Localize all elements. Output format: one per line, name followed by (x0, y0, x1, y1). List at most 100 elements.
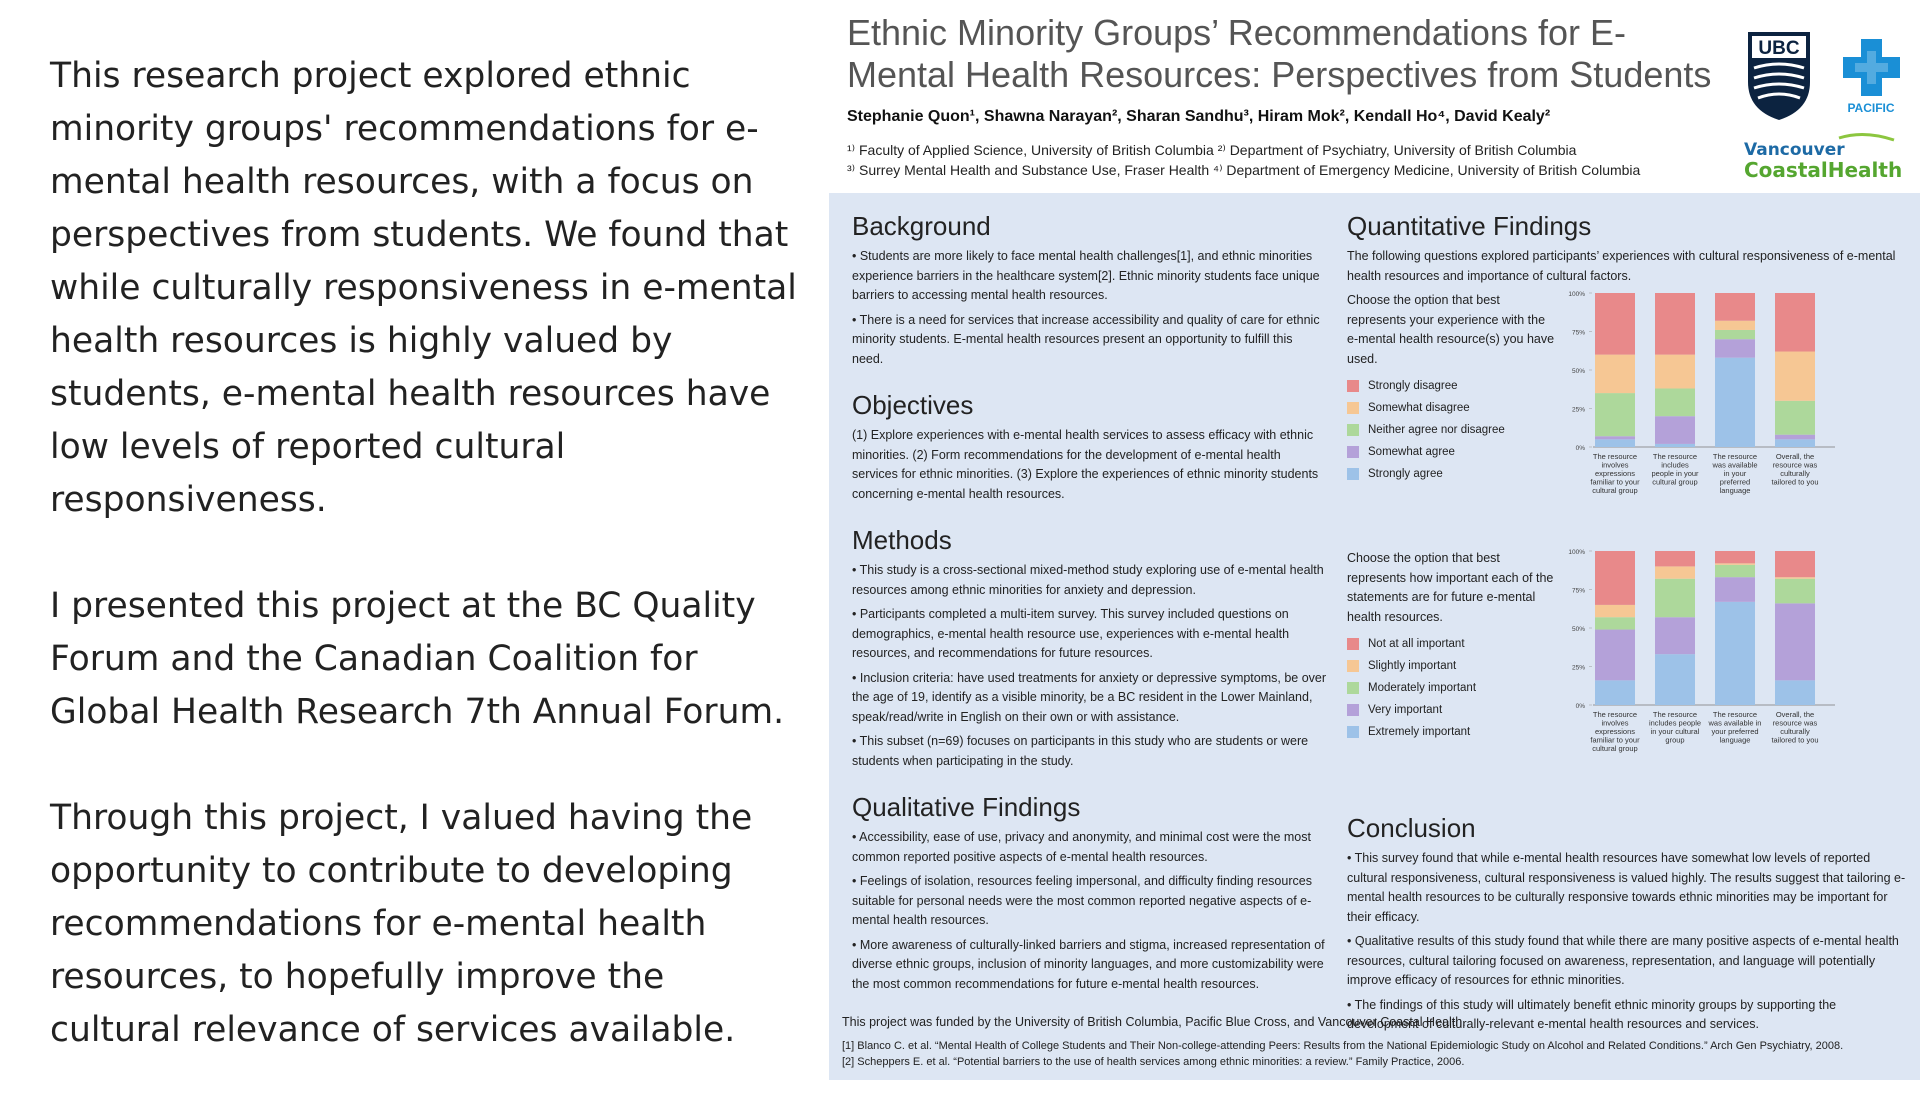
bar-segment (1775, 439, 1815, 447)
x-tick-label: cultural group (1592, 744, 1637, 753)
legend-label: Strongly agree (1368, 468, 1443, 480)
conclusion-bullet-1: • This survey found that while e-mental … (1347, 851, 1906, 924)
x-tick-label: was available (1711, 461, 1757, 470)
methods-bullet-2: • Participants completed a multi-item su… (852, 607, 1290, 660)
bar-segment (1655, 551, 1695, 567)
legend-item: Strongly agree (1347, 463, 1505, 485)
bar-segment (1715, 563, 1755, 565)
bar-segment (1595, 393, 1635, 437)
bar-segment (1655, 578, 1695, 618)
poster-body: Background • Students are more likely to… (829, 193, 1920, 1080)
y-tick-label: 100% (1568, 291, 1585, 298)
legend-label: Not at all important (1368, 638, 1465, 650)
legend-item: Extremely important (1347, 721, 1476, 743)
bar-segment (1595, 436, 1635, 440)
x-tick-label: The resource (1713, 710, 1757, 719)
qualitative-bullet-2: • Feelings of isolation, resources feeli… (852, 874, 1312, 927)
objectives-heading: Objectives (852, 390, 974, 420)
legend-item: Not at all important (1347, 633, 1476, 655)
x-tick-label: resource was (1773, 461, 1818, 470)
legend-label: Extremely important (1368, 726, 1471, 738)
x-tick-label: culturally (1780, 469, 1810, 478)
poster-right-column: Quantitative Findings The following ques… (1347, 211, 1907, 1040)
bar-segment (1595, 439, 1635, 447)
legend-swatch (1347, 638, 1359, 650)
chart-2-legend: Not at all important Slightly important Mo… (1347, 633, 1476, 743)
chart-2-importance: 0%25%50%75%100%The resourceinvolvesexpre… (1568, 549, 1835, 753)
x-tick-label: expressions (1595, 727, 1635, 736)
bar-segment (1715, 577, 1755, 602)
background-bullet-2: • There is a need for services that incr… (852, 312, 1320, 366)
bar-segment (1715, 551, 1755, 564)
legend-swatch (1347, 424, 1359, 436)
legend-swatch (1347, 380, 1359, 392)
bar-segment (1655, 443, 1695, 447)
x-tick-label: your preferred (1711, 727, 1758, 736)
x-tick-label: tailored to you (1771, 478, 1818, 487)
y-tick-label: 0% (1576, 703, 1586, 710)
bar-segment (1595, 617, 1635, 630)
research-poster: Ethnic Minority Groups’ Recommendations … (829, 0, 1920, 1080)
x-tick-label: language (1720, 736, 1751, 745)
legend-label: Neither agree nor disagree (1368, 424, 1505, 436)
background-heading: Background (852, 211, 991, 241)
bar-segment (1595, 680, 1635, 705)
y-tick-label: 0% (1576, 445, 1586, 452)
y-tick-label: 75% (1572, 588, 1585, 595)
vch-logo-text-2: CoastalHealth (1744, 158, 1902, 182)
poster-authors: Stephanie Quon¹, Shawna Narayan², Sharan… (847, 108, 1551, 125)
bar-segment (1775, 578, 1815, 604)
chart-block-2: Choose the option that best represents h… (1347, 549, 1907, 811)
quantitative-intro: The following questions explored partici… (1347, 249, 1896, 283)
legend-swatch (1347, 660, 1359, 672)
bar-segment (1775, 400, 1815, 435)
bar-segment (1775, 603, 1815, 681)
bar-segment (1595, 354, 1635, 394)
x-tick-label: Overall, the (1776, 452, 1814, 461)
legend-item: Somewhat agree (1347, 441, 1505, 463)
y-tick-label: 50% (1572, 368, 1585, 375)
x-tick-label: includes (1661, 461, 1689, 470)
x-tick-label: people in your (1651, 469, 1699, 478)
ubc-logo-text: UBC (1758, 38, 1799, 59)
x-tick-label: group (1665, 736, 1684, 745)
background-bullet-1: • Students are more likely to face menta… (852, 249, 1320, 302)
vancouver-coastal-health-logo: Vancouver CoastalHealth (1744, 133, 1902, 182)
bar-segment (1775, 351, 1815, 401)
x-tick-label: tailored to you (1771, 736, 1818, 745)
poster-left-column: Background • Students are more likely to… (852, 211, 1327, 999)
objectives-text: (1) Explore experiences with e-mental he… (852, 428, 1319, 501)
y-tick-label: 25% (1572, 665, 1585, 672)
vch-swoosh-icon (1838, 133, 1895, 142)
legend-label: Slightly important (1368, 660, 1457, 672)
x-tick-label: familiar to your (1590, 478, 1640, 487)
bar-segment (1655, 388, 1695, 417)
description-paragraph-2: I presented this project at the BC Quali… (50, 586, 785, 732)
legend-label: Somewhat agree (1368, 446, 1455, 458)
poster-header: Ethnic Minority Groups’ Recommendations … (829, 0, 1920, 193)
x-tick-label: cultural group (1592, 486, 1637, 495)
x-tick-label: The resource (1593, 710, 1637, 719)
qualitative-heading: Qualitative Findings (852, 792, 1081, 822)
x-tick-label: in your (1724, 469, 1747, 478)
x-tick-label: preferred (1720, 478, 1750, 487)
pacific-logo-text: PACIFIC (1847, 101, 1894, 115)
poster-affiliations: ¹⁾ Faculty of Applied Science, Universit… (847, 140, 1640, 180)
bar-segment (1655, 566, 1695, 579)
legend-item: Very important (1347, 699, 1476, 721)
legend-swatch (1347, 726, 1359, 738)
legend-label: Somewhat disagree (1368, 402, 1470, 414)
chart-1-legend: Strongly disagree Somewhat disagree Neithe… (1347, 375, 1505, 485)
qualitative-bullet-3: • More awareness of culturally-linked ba… (852, 937, 1325, 991)
bar-segment (1655, 416, 1695, 444)
x-tick-label: The resource (1593, 452, 1637, 461)
legend-label: Moderately important (1368, 682, 1477, 694)
description-paragraph-1: This research project explored ethnic mi… (50, 56, 797, 520)
poster-title: Ethnic Minority Groups’ Recommendations … (847, 12, 1712, 95)
y-tick-label: 50% (1572, 626, 1585, 633)
x-tick-label: Overall, the (1776, 710, 1814, 719)
funding-statement: This project was funded by the Universit… (842, 1015, 1466, 1029)
reference-1: [1] Blanco C. et al. “Mental Health of C… (842, 1040, 1844, 1052)
bar-segment (1595, 293, 1635, 355)
bar-segment (1715, 564, 1755, 578)
